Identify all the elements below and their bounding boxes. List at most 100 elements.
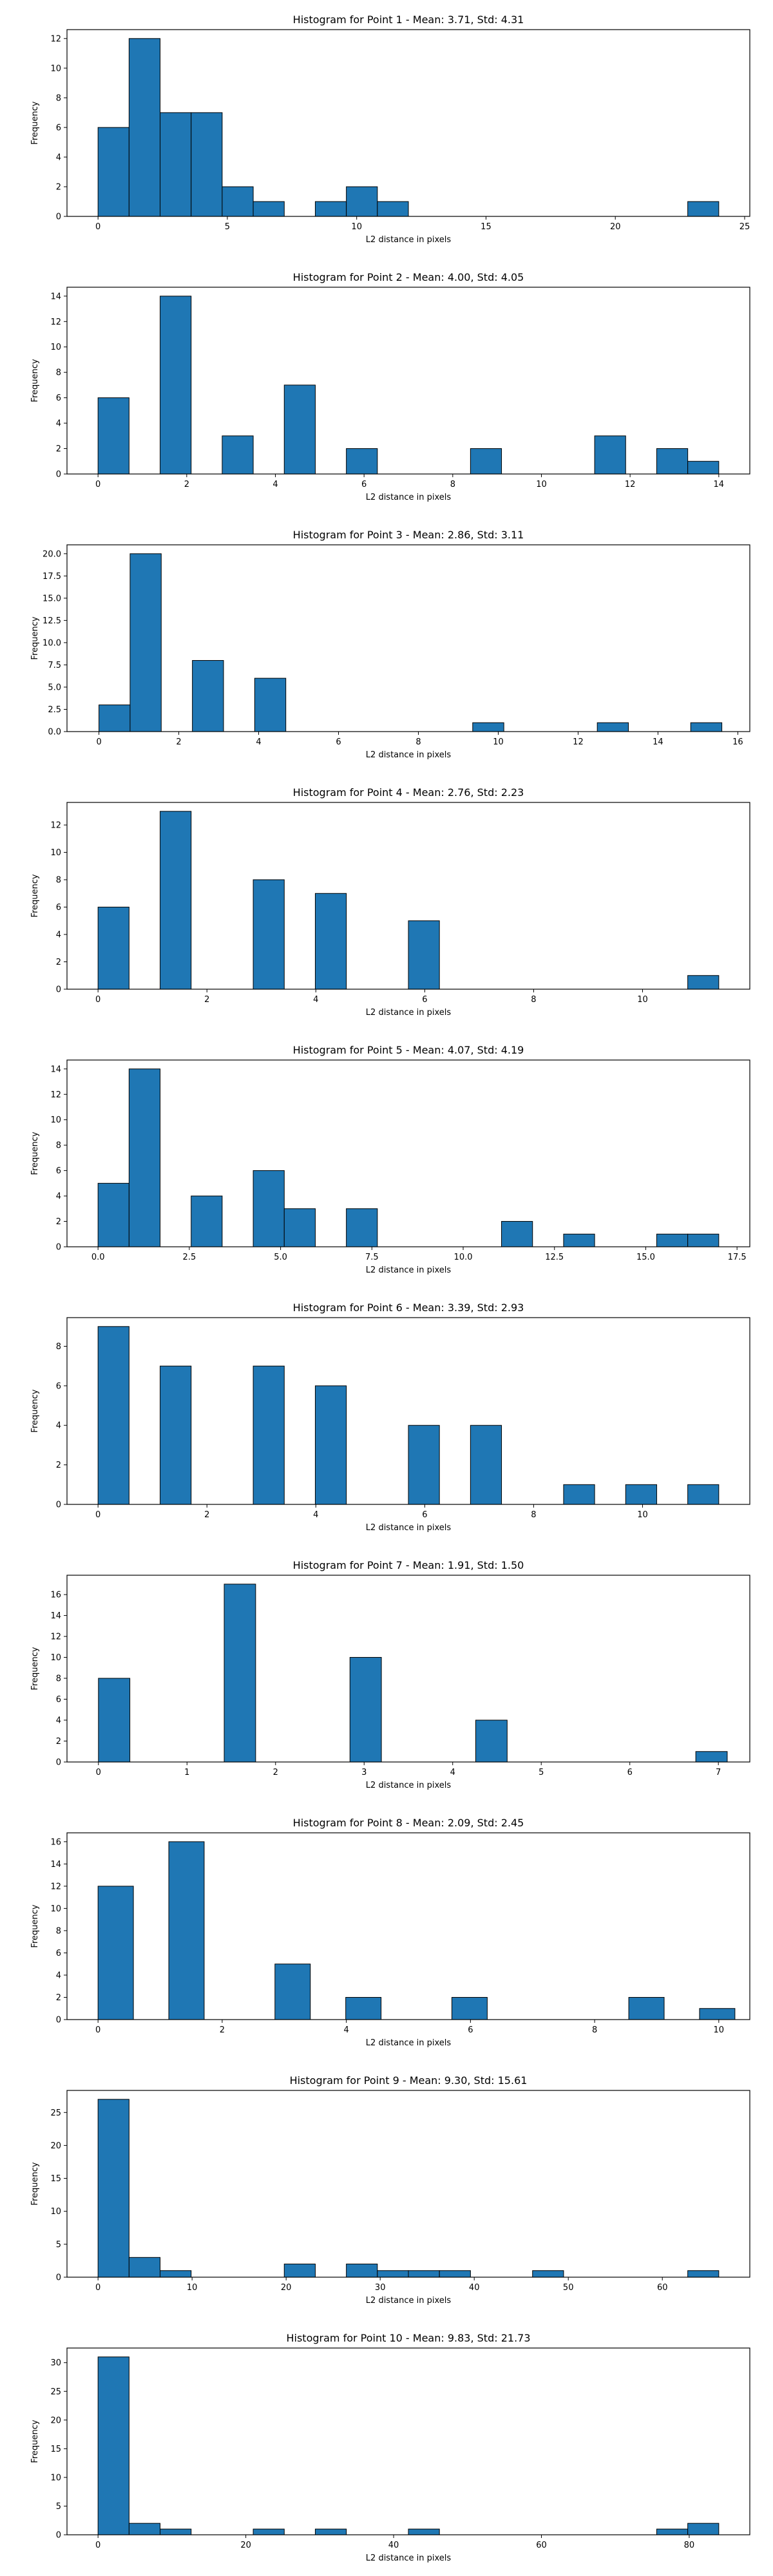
x-tick-label: 12	[625, 480, 636, 489]
y-axis-label: Frequency	[30, 1647, 40, 1690]
y-tick-label: 12	[50, 821, 61, 831]
histogram-bar-8	[687, 2523, 720, 2535]
plot-frame	[66, 1575, 750, 1763]
histogram-chart-2: Histogram for Point 2 - Mean: 4.00, Std:…	[30, 271, 750, 502]
y-axis-label: Frequency	[30, 101, 40, 144]
histogram-bar-1	[98, 1678, 131, 1763]
y-tick-label: 8	[56, 1674, 61, 1684]
histogram-bar-8	[656, 448, 689, 475]
x-tick-label: 10	[714, 2025, 725, 2035]
histogram-bar-5	[346, 2264, 378, 2278]
histogram-bar-1	[97, 1326, 129, 1505]
y-tick-label: 0	[56, 2273, 61, 2283]
x-tick-label: 7	[716, 1768, 721, 1777]
y-tick-label: 2	[56, 1217, 61, 1227]
x-axis-label: L2 distance in pixels	[366, 1008, 452, 1018]
histogram-bar-2	[160, 1365, 192, 1505]
x-tick-label: 10	[637, 995, 648, 1005]
y-tick-label: 4	[56, 1716, 61, 1726]
histogram-bar-4	[314, 1385, 347, 1505]
histogram-bar-10	[687, 201, 720, 217]
y-tick-label: 0	[56, 985, 61, 995]
histogram-chart-6: Histogram for Point 6 - Mean: 3.39, Std:…	[30, 1302, 750, 1533]
histogram-bar-4	[253, 2528, 285, 2535]
histogram-bar-1	[97, 1886, 134, 2020]
histogram-chart-7: Histogram for Point 7 - Mean: 1.91, Std:…	[30, 1559, 750, 1790]
x-tick-label: 40	[469, 2283, 480, 2293]
y-tick-label: 12	[50, 1090, 61, 1100]
x-tick-label: 8	[531, 995, 536, 1005]
histogram-chart-8: Histogram for Point 8 - Mean: 2.09, Std:…	[30, 1817, 750, 2048]
chart-title: Histogram for Point 6 - Mean: 3.39, Std:…	[293, 1302, 524, 1314]
histogram-bar-9	[687, 460, 720, 475]
y-axis-label: Frequency	[30, 874, 40, 917]
x-tick-label: 60	[536, 2541, 547, 2550]
histogram-bar-2	[128, 2257, 161, 2278]
chart-title: Histogram for Point 10 - Mean: 9.83, Std…	[286, 2332, 530, 2344]
x-tick-label: 8	[415, 737, 421, 747]
y-tick-label: 5.0	[48, 683, 61, 692]
y-axis-label: Frequency	[30, 2162, 40, 2205]
y-tick-label: 6	[56, 1381, 61, 1391]
x-tick-label: 2	[220, 2025, 225, 2035]
histogram-chart-3: Histogram for Point 3 - Mean: 2.86, Std:…	[30, 529, 750, 760]
y-tick-label: 6	[56, 1949, 61, 1958]
y-tick-label: 2	[56, 1737, 61, 1747]
y-tick-label: 8	[56, 368, 61, 378]
y-tick-label: 4	[56, 1192, 61, 1202]
x-tick-label: 6	[336, 737, 341, 747]
x-tick-label: 14	[653, 737, 663, 747]
x-tick-label: 8	[531, 1510, 536, 1520]
x-tick-label: 6	[627, 1768, 633, 1777]
histogram-bar-7	[408, 2270, 440, 2278]
histogram-bar-2	[224, 1584, 256, 1763]
histogram-bar-7	[699, 2008, 736, 2020]
chart-title: Histogram for Point 5 - Mean: 4.07, Std:…	[293, 1044, 524, 1056]
y-axis-label: Frequency	[30, 1904, 40, 1947]
histogram-bar-3	[253, 879, 285, 990]
histogram-bar-2	[168, 1841, 205, 2020]
histogram-bar-8	[439, 2270, 471, 2278]
x-tick-label: 40	[388, 2541, 399, 2550]
y-tick-label: 7.5	[48, 661, 61, 670]
histogram-bar-1	[97, 2356, 129, 2535]
histogram-bar-4	[253, 1170, 285, 1247]
y-axis-label: Frequency	[30, 1132, 40, 1175]
histogram-bar-7	[563, 1484, 595, 1505]
y-tick-label: 6	[56, 123, 61, 133]
x-tick-label: 50	[563, 2283, 574, 2293]
y-tick-label: 10	[50, 343, 61, 352]
x-tick-label: 30	[375, 2283, 386, 2293]
histogram-bar-6	[596, 722, 629, 732]
x-tick-label: 5	[225, 222, 230, 232]
plot-frame	[66, 287, 750, 475]
x-tick-label: 16	[732, 737, 743, 747]
x-tick-label: 0	[95, 480, 100, 489]
histogram-bar-5	[451, 1996, 488, 2020]
histogram-bar-5	[314, 2528, 347, 2535]
y-tick-label: 8	[56, 1141, 61, 1151]
histogram-bar-2	[129, 553, 162, 732]
y-tick-label: 10	[50, 1904, 61, 1914]
histogram-bar-6	[470, 1425, 502, 1505]
histogram-bar-1	[97, 127, 129, 217]
histogram-bar-5	[408, 920, 440, 990]
histogram-chart-4: Histogram for Point 4 - Mean: 2.76, Std:…	[30, 786, 750, 1018]
x-axis-label: L2 distance in pixels	[366, 1265, 452, 1275]
y-tick-label: 10	[50, 2473, 61, 2483]
histogram-bar-9	[532, 2270, 564, 2278]
histogram-bar-4	[283, 2264, 316, 2278]
y-tick-label: 14	[50, 1065, 61, 1074]
chart-title: Histogram for Point 4 - Mean: 2.76, Std:…	[293, 786, 524, 799]
histogram-chart-1: Histogram for Point 1 - Mean: 3.71, Std:…	[30, 14, 750, 245]
x-tick-label: 0	[95, 995, 100, 1005]
histogram-bar-2	[160, 296, 192, 475]
y-tick-label: 8	[56, 876, 61, 886]
histogram-bar-3	[191, 1195, 223, 1247]
y-tick-label: 16	[50, 1591, 61, 1600]
x-tick-label: 0	[96, 1768, 101, 1777]
histogram-bar-9	[377, 201, 409, 217]
y-tick-label: 0	[56, 2016, 61, 2025]
x-axis-label: L2 distance in pixels	[366, 2038, 452, 2048]
